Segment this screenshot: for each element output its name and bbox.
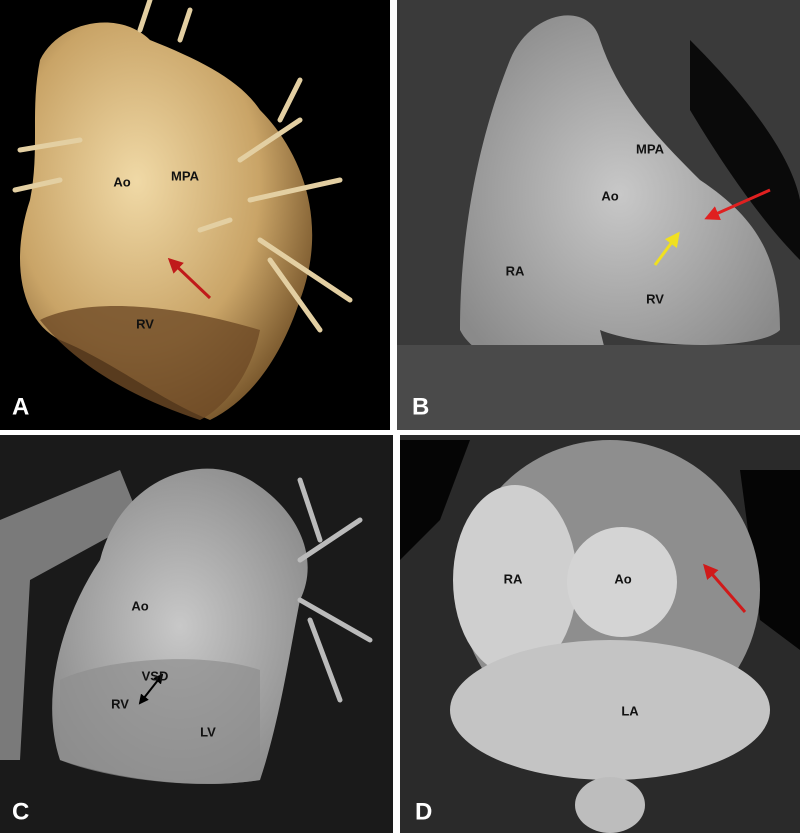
lung — [690, 40, 800, 260]
vessels — [297, 477, 373, 703]
label: RA — [506, 263, 525, 278]
panel-a: Ao MPA RV A — [0, 0, 390, 430]
label: MPA — [171, 168, 200, 183]
label: RV — [646, 291, 664, 306]
vessels — [12, 0, 353, 333]
label: LV — [200, 724, 216, 739]
panel-d: RA Ao LA D — [400, 435, 800, 833]
label: RV — [136, 316, 154, 331]
label: RA — [504, 571, 523, 586]
label: RV — [111, 696, 129, 711]
panel-letter: C — [12, 798, 29, 825]
ao — [567, 527, 677, 637]
arrow — [704, 188, 771, 220]
heart-shadow — [40, 306, 260, 420]
label: MPA — [636, 141, 665, 156]
panel-c: Ao VSD RV LV C — [0, 435, 393, 833]
diaphragm — [397, 345, 800, 430]
label: Ao — [614, 571, 631, 586]
panel-b: MPA Ao RA RV B — [397, 0, 800, 430]
arrow — [703, 563, 747, 613]
label: LA — [621, 703, 639, 718]
arrow — [167, 257, 212, 300]
la — [450, 640, 770, 780]
ventricles — [60, 659, 260, 784]
panel-letter: D — [415, 798, 432, 825]
panel-letter: A — [12, 393, 29, 420]
ra — [453, 485, 577, 675]
label: Ao — [601, 188, 618, 203]
label: Ao — [131, 598, 148, 613]
label: VSD — [142, 668, 169, 683]
chest-wall — [0, 470, 140, 760]
arrow — [653, 231, 680, 266]
heart-ct — [460, 15, 780, 374]
descending-ao — [575, 777, 645, 833]
lung — [400, 440, 800, 650]
panel-letter: B — [412, 393, 429, 420]
label: Ao — [113, 174, 130, 189]
arrow — [138, 673, 164, 705]
